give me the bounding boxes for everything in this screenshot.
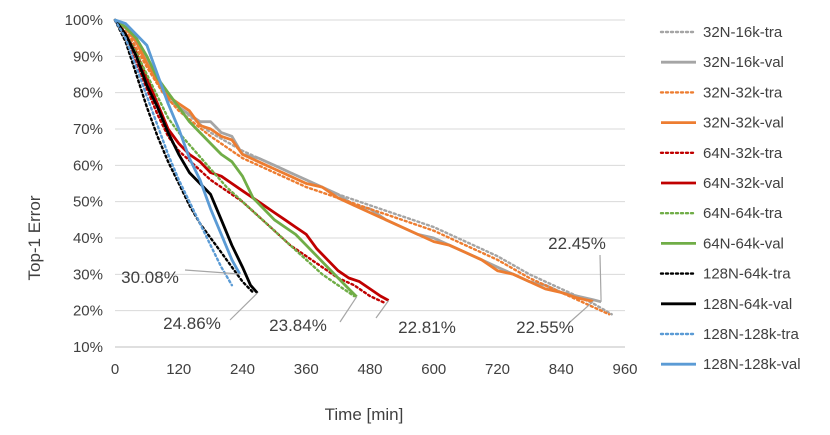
y-tick-label: 30% [73, 266, 103, 283]
x-tick-label: 600 [421, 361, 446, 378]
y-tick-label: 100% [65, 12, 103, 29]
x-axis-label: Time [min] [325, 405, 404, 424]
annotation-label: 22.45% [548, 234, 606, 253]
x-tick-label: 840 [549, 361, 574, 378]
series-line-64N-64k-val [114, 18, 358, 298]
x-tick-label: 0 [111, 361, 119, 378]
y-tick-label: 80% [73, 85, 103, 102]
annotation-label: 24.86% [163, 314, 221, 333]
x-tick-label: 480 [357, 361, 382, 378]
legend-label: 32N-16k-val [703, 54, 784, 71]
y-tick-label: 20% [73, 303, 103, 320]
y-tick-label: 40% [73, 230, 103, 247]
series-line-32N-32k-val [114, 18, 594, 303]
legend-label: 64N-64k-val [703, 235, 784, 252]
annotation-leader [339, 296, 358, 323]
annotation-leader [229, 292, 258, 321]
x-tick-label: 360 [294, 361, 319, 378]
annotation-leader [599, 254, 602, 302]
series-line-128N-64k-val [113, 19, 259, 294]
x-tick-label: 720 [485, 361, 510, 378]
legend-label: 128N-128k-tra [703, 326, 800, 343]
x-tick-label: 120 [166, 361, 191, 378]
series-line-128N-128k-val [114, 18, 242, 275]
y-axis-label: Top-1 Error [25, 195, 44, 280]
series-line-64N-32k-val [113, 19, 390, 302]
annotation-leader [569, 300, 594, 323]
x-tick-label: 960 [612, 361, 637, 378]
legend-label: 32N-32k-val [703, 115, 784, 132]
annotation-label: 22.55% [516, 318, 574, 337]
legend-label: 32N-32k-tra [703, 84, 783, 101]
series-line-32N-16k-val [114, 18, 602, 304]
series-line-64N-64k-tra [113, 18, 356, 298]
y-tick-label: 90% [73, 48, 103, 65]
annotation-label: 30.08% [121, 268, 179, 287]
annotation-label: 23.84% [269, 316, 327, 335]
legend-label: 128N-128k-val [703, 356, 801, 373]
y-tick-label: 60% [73, 157, 103, 174]
y-tick-label: 50% [73, 194, 103, 211]
legend: 32N-16k-tra 32N-16k-val 32N-32k-tra 32N-32k… [659, 24, 801, 373]
annotation-leader [184, 269, 240, 275]
legend-label: 32N-16k-tra [703, 24, 783, 41]
legend-label: 128N-64k-tra [703, 266, 791, 283]
y-tick-label: 10% [73, 339, 103, 356]
legend-label: 64N-64k-tra [703, 205, 783, 222]
data-annotations: 22.45% 22.55% 22.81% 23.84% 24.86% 30.08% [121, 234, 606, 337]
series-line-128N-128k-tra [113, 18, 234, 287]
annotation-leader [375, 300, 390, 319]
legend-label: 64N-32k-val [703, 175, 784, 192]
series-line-128N-64k-tra [113, 18, 255, 294]
x-tick-labels: 0 120 240 360 480 600 720 840 960 [111, 361, 638, 378]
y-tick-label: 70% [73, 121, 103, 138]
legend-label: 64N-32k-tra [703, 145, 783, 162]
y-tick-labels: 10% 20% 30% 40% 50% 60% 70% 80% 90% 100% [65, 12, 103, 356]
series-lines [113, 18, 613, 316]
legend-label: 128N-64k-val [703, 296, 792, 313]
annotation-label: 22.81% [398, 318, 456, 337]
x-tick-label: 240 [230, 361, 255, 378]
